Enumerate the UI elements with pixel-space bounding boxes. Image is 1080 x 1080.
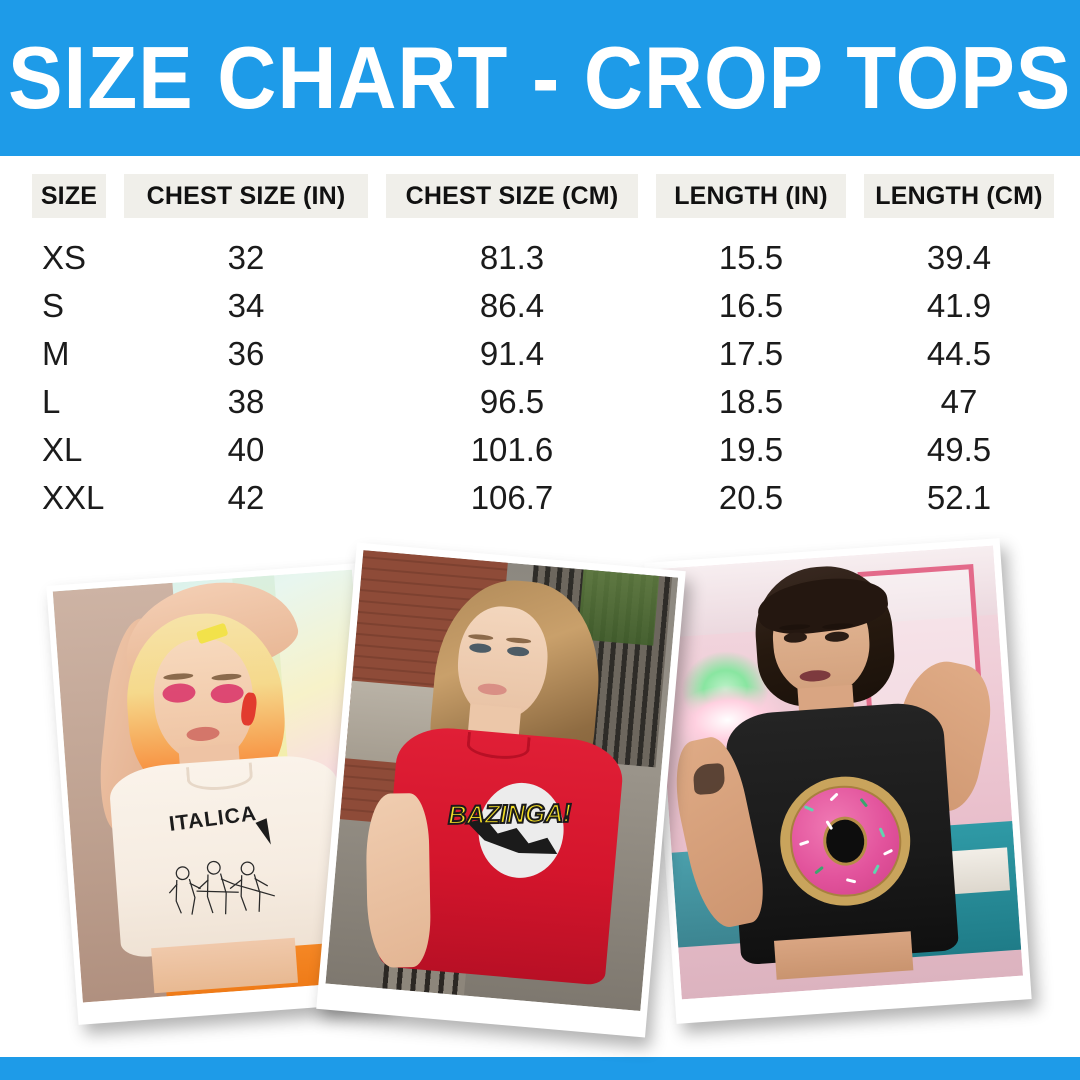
table-body: XS 32 81.3 15.5 39.4 S 34 86.4 16.5 41.9… [0, 234, 1080, 534]
column-header-size: SIZE [32, 174, 106, 218]
photo-card-left: ITALICA [46, 563, 390, 1025]
cell-chest-cm: 81.3 [479, 239, 545, 276]
footer-bar [0, 1057, 1080, 1080]
photo-card-right [644, 538, 1032, 1024]
cell-size: L [42, 383, 61, 420]
photo-collage: ITALICA [0, 538, 1080, 1048]
cell-size: XS [42, 239, 87, 276]
table-row: S 34 86.4 16.5 41.9 [0, 282, 1080, 330]
table-row: XS 32 81.3 15.5 39.4 [0, 234, 1080, 282]
cell-length-cm: 49.5 [926, 431, 992, 468]
page-title: SIZE CHART - CROP TOPS [8, 28, 1072, 127]
table-header-row: SIZE CHEST SIZE (IN) CHEST SIZE (CM) LEN… [0, 174, 1080, 218]
cell-chest-in: 34 [227, 287, 265, 324]
cell-length-cm: 41.9 [926, 287, 992, 324]
cell-length-cm: 47 [940, 383, 978, 420]
table-row: M 36 91.4 17.5 44.5 [0, 330, 1080, 378]
cell-chest-cm: 91.4 [479, 335, 545, 372]
cell-size: XL [42, 431, 83, 468]
cell-length-in: 16.5 [718, 287, 784, 324]
cell-chest-in: 38 [227, 383, 265, 420]
cell-size: S [42, 287, 65, 324]
cell-chest-in: 32 [227, 239, 265, 276]
column-header-chest-cm: CHEST SIZE (CM) [386, 174, 638, 218]
cell-length-in: 19.5 [718, 431, 784, 468]
photo-left: ITALICA [52, 569, 383, 1003]
photo-middle: BAZINGA! [325, 550, 679, 1011]
photo-card-middle: BAZINGA! [316, 542, 686, 1038]
cell-chest-cm: 86.4 [479, 287, 545, 324]
cell-length-in: 18.5 [718, 383, 784, 420]
column-header-length-in: LENGTH (IN) [656, 174, 846, 218]
column-header-chest-in: CHEST SIZE (IN) [124, 174, 368, 218]
header-bar: SIZE CHART - CROP TOPS [0, 0, 1080, 156]
shirt-graphic-band-lineart [168, 860, 275, 915]
table-row: L 38 96.5 18.5 47 [0, 378, 1080, 426]
cell-length-cm: 39.4 [926, 239, 992, 276]
shirt-graphic-text: BAZINGA! [447, 797, 573, 831]
cell-chest-in: 36 [227, 335, 265, 372]
shirt-graphic-donut-icon [776, 772, 915, 911]
table-row: XL 40 101.6 19.5 49.5 [0, 426, 1080, 474]
cell-length-in: 17.5 [718, 335, 784, 372]
photo-right [651, 545, 1024, 1000]
cell-chest-cm: 101.6 [470, 431, 554, 468]
size-chart-table: SIZE CHEST SIZE (IN) CHEST SIZE (CM) LEN… [0, 174, 1080, 534]
table-row: XXL 42 106.7 20.5 52.1 [0, 474, 1080, 522]
cell-size: M [42, 335, 70, 372]
cell-chest-in: 42 [227, 479, 265, 516]
cell-length-cm: 44.5 [926, 335, 992, 372]
cell-chest-cm: 106.7 [470, 479, 554, 516]
model-arm [364, 793, 432, 969]
cell-chest-cm: 96.5 [479, 383, 545, 420]
column-header-length-cm: LENGTH (CM) [864, 174, 1054, 218]
cell-chest-in: 40 [227, 431, 265, 468]
cell-length-cm: 52.1 [926, 479, 992, 516]
cell-size: XXL [42, 479, 105, 516]
cell-length-in: 20.5 [718, 479, 784, 516]
cell-length-in: 15.5 [718, 239, 784, 276]
